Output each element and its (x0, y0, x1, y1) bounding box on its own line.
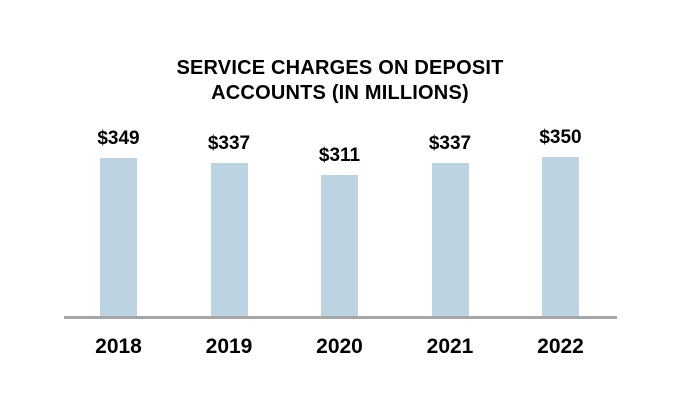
chart-title-line-2: ACCOUNTS (IN MILLIONS) (211, 82, 469, 104)
bar (321, 175, 358, 318)
bar (210, 163, 248, 318)
bar-value-label: $337 (428, 133, 472, 154)
x-axis-tick-label: 2019 (205, 335, 253, 358)
x-axis-tick-label: 2020 (316, 335, 363, 358)
chart-title: SERVICE CHARGES ON DEPOSIT ACCOUNTS (IN … (0, 56, 680, 106)
x-axis-tick-label: 2021 (426, 335, 474, 358)
x-axis-tick-label: 2018 (95, 335, 142, 358)
bar-value-label: $350 (539, 127, 582, 148)
bar (542, 157, 579, 318)
bar-value-label: $349 (97, 128, 140, 149)
x-axis-tick-label: 2022 (537, 335, 584, 358)
bar (100, 158, 137, 318)
bar-value-label: $311 (318, 145, 361, 166)
bar-value-label: $337 (207, 133, 251, 154)
chart-title-line-1: SERVICE CHARGES ON DEPOSIT (176, 57, 504, 79)
bar (431, 163, 469, 318)
x-axis-line (64, 316, 617, 319)
